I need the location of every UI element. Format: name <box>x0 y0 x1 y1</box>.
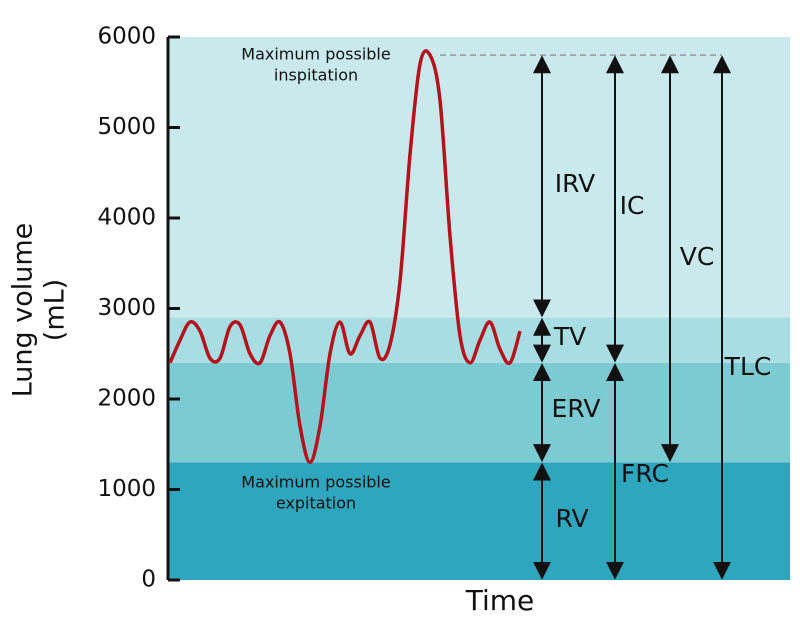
x-axis-label: Time <box>465 584 535 617</box>
y-tick-label: 5000 <box>97 114 156 140</box>
annotation: Maximum possible <box>241 473 390 492</box>
volume-band <box>168 462 790 580</box>
annotation: inspitation <box>274 66 358 85</box>
volume-label: RV <box>555 504 588 533</box>
bands <box>168 37 790 580</box>
y-tick-label: 3000 <box>97 295 156 321</box>
y-tick-label: 0 <box>141 567 156 593</box>
y-tick-label: 4000 <box>97 205 156 231</box>
y-axis-label-line: Lung volume <box>8 223 39 398</box>
y-axis-label: Lung volume (mL) <box>8 223 71 398</box>
y-tick-label: 6000 <box>97 24 156 50</box>
volume-label: IRV <box>555 169 595 198</box>
volume-trace <box>168 49 522 465</box>
volume-label: VC <box>680 242 715 271</box>
volume-label: TLC <box>724 352 772 381</box>
y-axis-label-line: (mL) <box>40 279 71 341</box>
volume-band <box>168 37 790 318</box>
annotation: Maximum possible <box>241 45 390 64</box>
annotation: expitation <box>276 494 356 513</box>
y-tick-label: 2000 <box>97 386 156 412</box>
volume-label: TV <box>553 322 586 351</box>
volume-band <box>168 362 790 463</box>
volume-label: FRC <box>621 459 669 488</box>
volume-label: ERV <box>552 394 601 423</box>
volume-label: IC <box>620 191 645 220</box>
y-tick-label: 1000 <box>97 476 156 502</box>
